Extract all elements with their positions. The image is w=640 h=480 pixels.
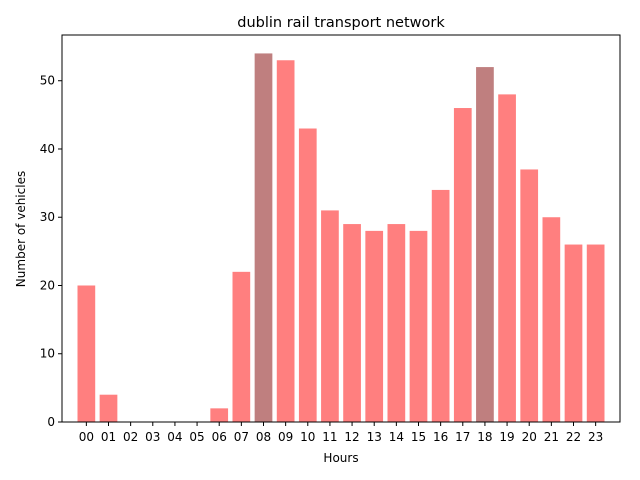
bar-23 (586, 244, 605, 422)
x-tick-label: 19 (499, 430, 514, 444)
y-tick-label: 10 (40, 347, 55, 361)
x-tick-label: 08 (256, 430, 271, 444)
bar-06 (210, 408, 229, 422)
bar-22 (564, 244, 583, 422)
y-axis-label: Number of vehicles (14, 171, 28, 287)
bar-00 (77, 285, 96, 422)
y-tick-label: 30 (40, 210, 55, 224)
x-tick-label: 06 (212, 430, 227, 444)
x-axis-ticks: 00 01 02 03 04 05 06 07 08 09 10 11 12 13 14 15 16 17 18 19… (79, 422, 603, 444)
x-tick-label: 03 (145, 430, 160, 444)
x-tick-label: 22 (566, 430, 581, 444)
bar-11 (321, 210, 339, 422)
x-tick-label: 23 (588, 430, 603, 444)
x-tick-label: 05 (189, 430, 204, 444)
x-tick-label: 15 (411, 430, 426, 444)
x-tick-label: 01 (101, 430, 116, 444)
x-tick-label: 21 (544, 430, 559, 444)
bar-12 (343, 224, 361, 422)
bar-07 (232, 271, 251, 422)
bar-08 (254, 53, 273, 423)
bar-15 (409, 230, 428, 422)
y-tick-label: 0 (47, 415, 55, 429)
y-tick-label: 20 (40, 278, 55, 292)
x-tick-label: 10 (300, 430, 315, 444)
bar-19 (498, 94, 516, 422)
plot-area-frame (61, 34, 621, 423)
bar-20 (520, 169, 539, 422)
bar-18 (476, 67, 494, 422)
x-tick-label: 18 (477, 430, 492, 444)
x-tick-label: 07 (234, 430, 249, 444)
y-tick-label: 40 (40, 142, 55, 156)
bar-14 (387, 224, 406, 422)
x-tick-label: 14 (389, 430, 404, 444)
x-tick-label: 17 (455, 430, 470, 444)
y-axis-ticks: 0 10 20 30 40 50 (40, 74, 62, 429)
bar-17 (453, 108, 472, 423)
x-tick-label: 12 (344, 430, 359, 444)
y-tick-label: 50 (40, 74, 55, 88)
bar-13 (365, 230, 384, 422)
x-tick-label: 09 (278, 430, 293, 444)
x-axis-label: Hours (323, 451, 358, 465)
x-tick-label: 20 (522, 430, 537, 444)
x-tick-label: 04 (167, 430, 182, 444)
x-tick-label: 13 (367, 430, 382, 444)
bar-21 (542, 217, 561, 422)
x-tick-label: 00 (79, 430, 94, 444)
bar-16 (431, 189, 450, 422)
bars-group (77, 53, 605, 423)
chart-title: dublin rail transport network (237, 15, 445, 31)
bar-10 (298, 128, 317, 422)
bar-01 (99, 394, 118, 422)
bar-09 (276, 60, 295, 422)
x-tick-label: 16 (433, 430, 448, 444)
x-tick-label: 11 (322, 430, 337, 444)
x-tick-label: 02 (123, 430, 138, 444)
